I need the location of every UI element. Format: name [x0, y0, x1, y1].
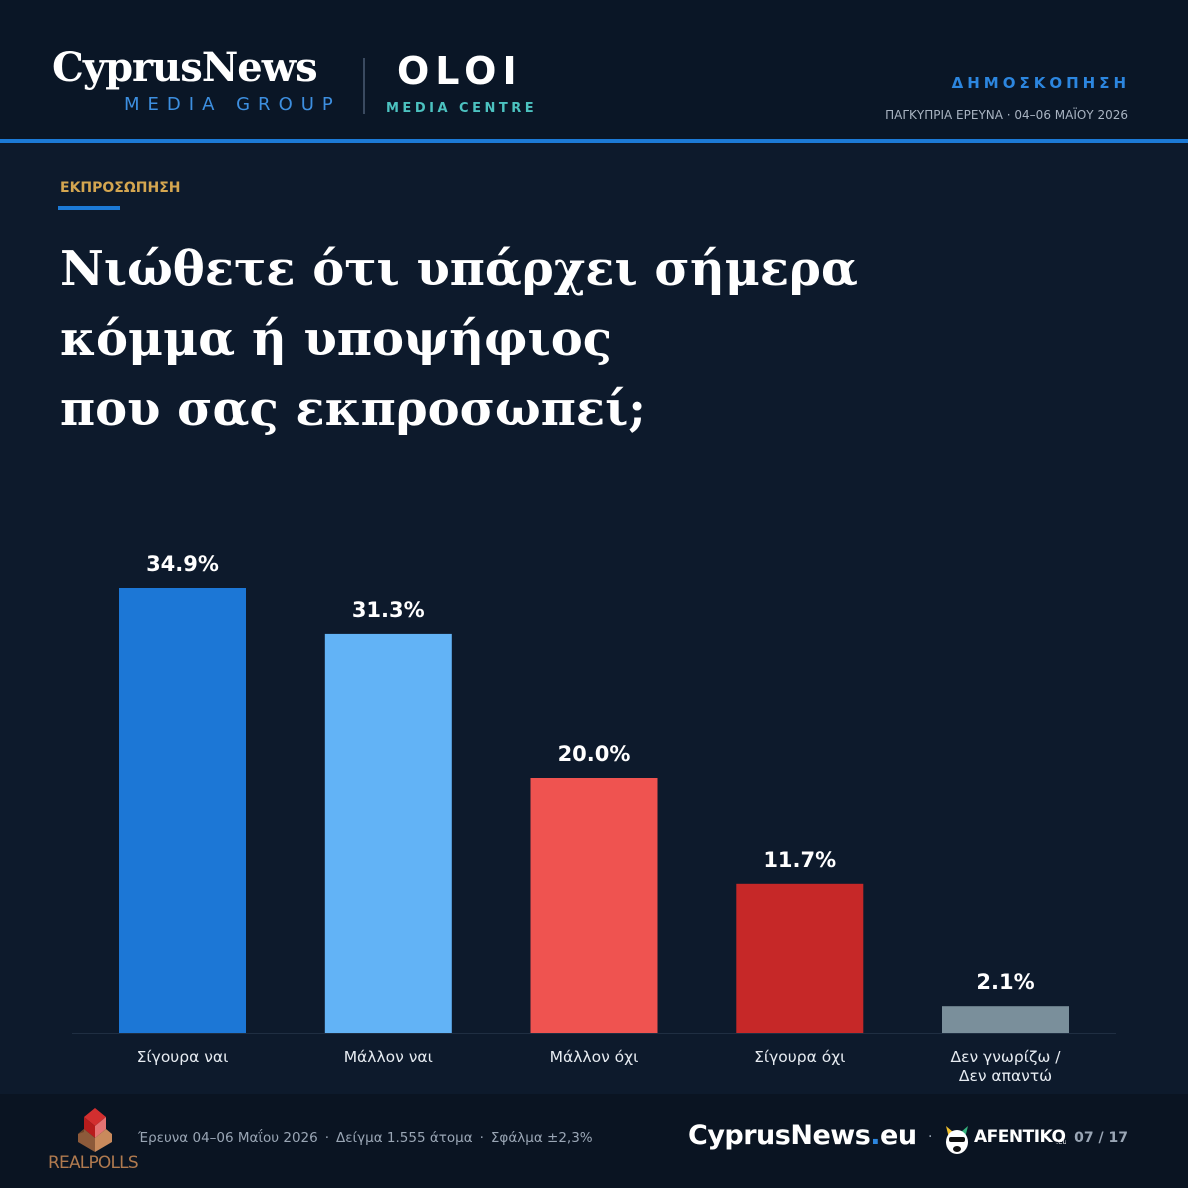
afentiko-wordmark: AFENTIKO [974, 1127, 1066, 1147]
category-label: Σίγουρα όχι [754, 1048, 845, 1066]
poll-kicker: ΔΗΜΟΣΚΟΠΗΣΗ [951, 74, 1130, 92]
oloi-logo[interactable]: OLOI [397, 49, 523, 93]
realpolls-logo[interactable]: REALPOLLS [48, 1108, 148, 1176]
bar [736, 883, 864, 1033]
footer-brand-separator: · [928, 1129, 933, 1145]
cyprusnews-logo-subtitle: MEDIA GROUP [124, 94, 341, 115]
site-logo-name: CyprusNews [688, 1120, 871, 1151]
survey-meta: ΠΑΓΚΥΠΡΙΑ ΕΡΕΥΝΑ · 04–06 ΜΑΪΟΥ 2026 [885, 108, 1128, 122]
footer-margin-of-error: Σφάλμα ±2,3% [490, 1130, 593, 1146]
bar [942, 1006, 1069, 1033]
category-label: Δεν γνωρίζω / [950, 1048, 1061, 1066]
bar-value-label: 2.1% [976, 970, 1034, 994]
footer-bar [0, 1094, 1188, 1188]
realpolls-wordmark: REALPOLLS [48, 1153, 138, 1173]
bar-value-label: 31.3% [352, 598, 425, 622]
cyprusnews-logo[interactable]: CyprusNews [52, 44, 318, 91]
category-label: Δεν απαντώ [959, 1067, 1052, 1085]
footer-survey-info: Έρευνα 04–06 Μαΐου 2026 · Δείγμα 1.555 άτο… [138, 1130, 593, 1146]
site-logo-tld: eu [880, 1120, 917, 1151]
bar [324, 633, 452, 1033]
question-line: Νιώθετε ότι υπάρχει σήμερα [60, 241, 858, 297]
question-line: κόμμα ή υποψήφιος [60, 311, 612, 367]
afentiko-logo[interactable]: .eu [942, 1122, 1066, 1158]
oloi-logo-subtitle: MEDIA CENTRE [386, 101, 538, 116]
bar-value-label: 11.7% [763, 848, 836, 872]
header-bar [0, 0, 1188, 140]
category-label: Σίγουρα ναι [137, 1048, 229, 1066]
bar-value-label: 34.9% [146, 552, 219, 576]
cube-icon [78, 1108, 112, 1152]
footer-survey-dates: Έρευνα 04–06 Μαΐου 2026 [138, 1130, 318, 1146]
footer-separator: · [324, 1130, 330, 1146]
site-logo[interactable]: CyprusNews.eu [688, 1122, 917, 1149]
header-rule [0, 139, 1188, 143]
logo-divider [363, 58, 365, 114]
afentiko-qualifier: .eu [1056, 1138, 1066, 1146]
footer-separator: · [479, 1130, 484, 1146]
bar [530, 778, 658, 1033]
page-indicator: 07 / 17 [1074, 1130, 1128, 1146]
category-label: Μάλλον όχι [550, 1048, 639, 1066]
bar-value-label: 20.0% [558, 742, 631, 766]
bar [119, 588, 246, 1033]
section-label: ΕΚΠΡΟΣΩΠΗΣΗ [60, 180, 181, 196]
dog-mascot-icon [946, 1126, 968, 1154]
site-logo-dot: . [870, 1120, 881, 1151]
section-underline [58, 206, 120, 210]
question-line: που σας εκπροσωπεί; [60, 381, 647, 437]
category-label: Μάλλον ναι [344, 1048, 433, 1066]
footer-sample-size: Δείγμα 1.555 άτομα [336, 1130, 473, 1146]
bar-chart: 34.9% Σίγουρα ναι 31.3% Μάλλον ναι 20.0% Μάλλ… [72, 552, 1116, 1085]
question-title: Νιώθετε ότι υπάρχει σήμερα κόμμα ή υποψή… [60, 234, 960, 444]
